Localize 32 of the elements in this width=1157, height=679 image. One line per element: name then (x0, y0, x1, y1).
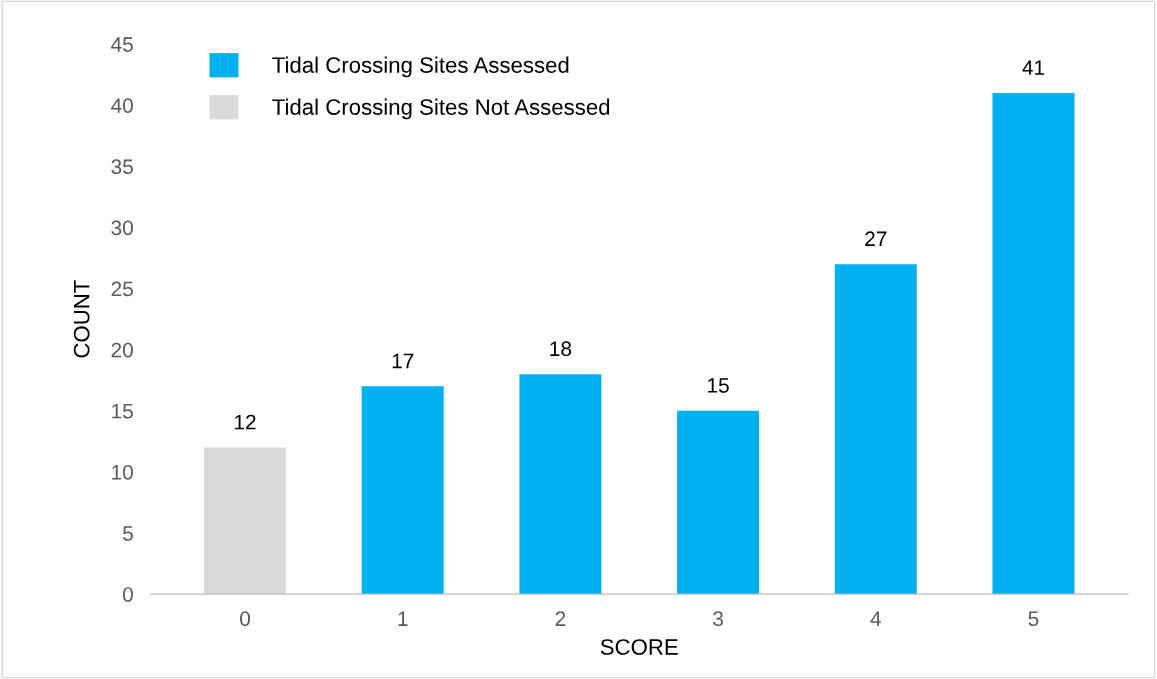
bar (992, 93, 1075, 595)
y-tick-label: 10 (112, 464, 133, 480)
x-axis-title: SCORE (600, 639, 678, 655)
bar (834, 264, 917, 595)
y-tick-label: 20 (111, 342, 133, 358)
x-tick-label: 4 (870, 611, 881, 626)
bar (361, 386, 444, 595)
data-label: 41 (1022, 60, 1045, 75)
legend-label: Tidal Crossing Sites Not Assessed (272, 98, 610, 120)
data-label: 15 (708, 378, 729, 393)
y-tick-label: 40 (111, 98, 133, 113)
x-tick-label: 0 (240, 611, 250, 627)
y-tick-label: 15 (112, 404, 133, 419)
data-label: 27 (865, 231, 887, 246)
bar (519, 374, 602, 595)
data-label: 12 (235, 414, 256, 430)
data-label: 17 (392, 353, 414, 369)
y-tick-label: 25 (111, 281, 133, 297)
data-label: 18 (550, 341, 572, 357)
y-tick-label: 45 (111, 37, 133, 52)
x-tick-label: 2 (555, 611, 566, 626)
x-tick-label: 5 (1028, 611, 1039, 627)
bar (677, 410, 760, 595)
y-tick-label: 0 (122, 587, 133, 602)
legend-label: Tidal Crossing Sites Assessed (272, 56, 569, 78)
y-tick-label: 35 (111, 159, 133, 175)
y-tick-label: 5 (122, 526, 133, 541)
x-tick-label: 1 (398, 611, 408, 626)
y-tick-label: 30 (111, 220, 133, 236)
bar (204, 447, 287, 595)
y-axis-title: COUNT (73, 280, 90, 358)
x-tick-label: 3 (713, 611, 723, 627)
